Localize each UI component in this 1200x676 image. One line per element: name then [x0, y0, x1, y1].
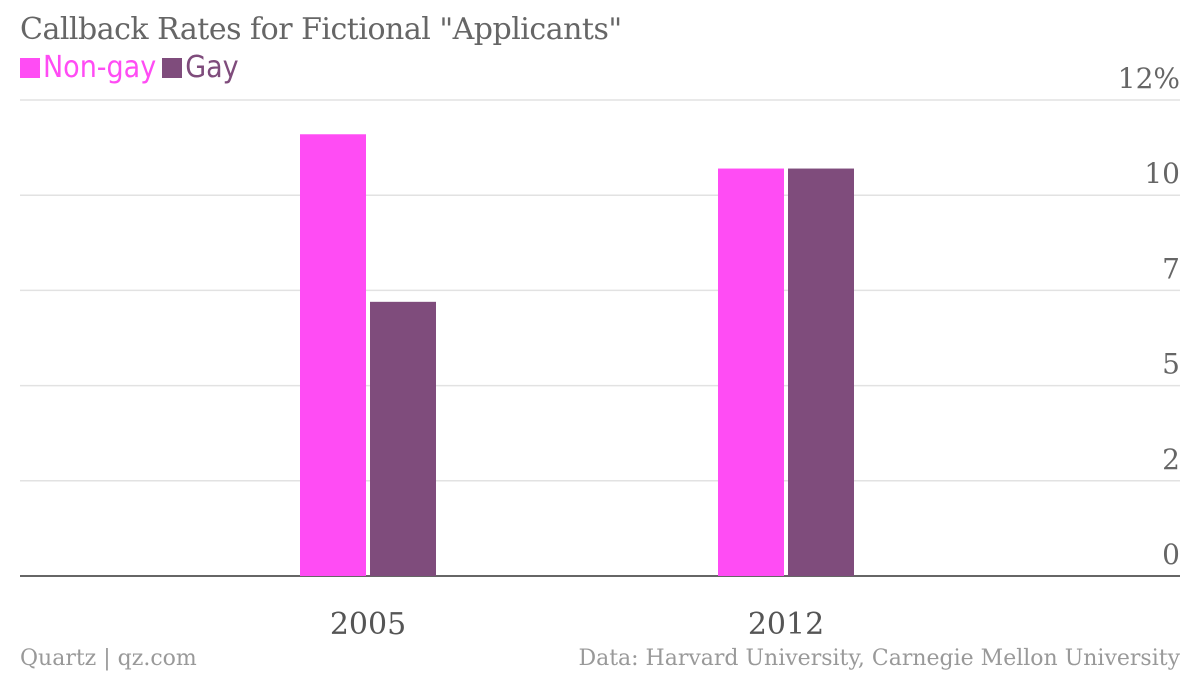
chart-title: Callback Rates for Fictional "Applicants… [20, 12, 622, 47]
x-tick-label: 2005 [330, 607, 406, 642]
y-tick-label: 2 [1162, 443, 1180, 476]
y-tick-label: 7 [1162, 252, 1180, 285]
y-tick-label: 12% [1118, 62, 1180, 95]
y-tick-label: 5 [1162, 348, 1180, 381]
grid-layer [20, 99, 1180, 577]
bar-non-gay-2012 [718, 168, 784, 576]
legend-label-non-gay: Non-gay [43, 50, 157, 85]
legend: Non-gay Gay [20, 50, 245, 85]
bar-layer [300, 134, 854, 576]
legend-item-non-gay: Non-gay [20, 50, 156, 85]
bar-gay-2005 [370, 301, 436, 576]
y-tick-label: 10 [1144, 157, 1180, 190]
footer-credit: Quartz | qz.com [20, 646, 197, 671]
bar-gay-2012 [788, 168, 854, 576]
legend-swatch-gay [162, 57, 183, 78]
x-tick-label: 2012 [748, 607, 824, 642]
bar-non-gay-2005 [300, 134, 366, 576]
y-tick-label: 0 [1162, 538, 1180, 571]
legend-label-gay: Gay [185, 50, 239, 85]
legend-item-gay: Gay [162, 50, 239, 85]
legend-swatch-non-gay [20, 57, 40, 78]
footer-source: Data: Harvard University, Carnegie Mello… [578, 646, 1180, 671]
label-layer: 0 2 5 7 10 12% 2005 2012 [330, 62, 1180, 642]
